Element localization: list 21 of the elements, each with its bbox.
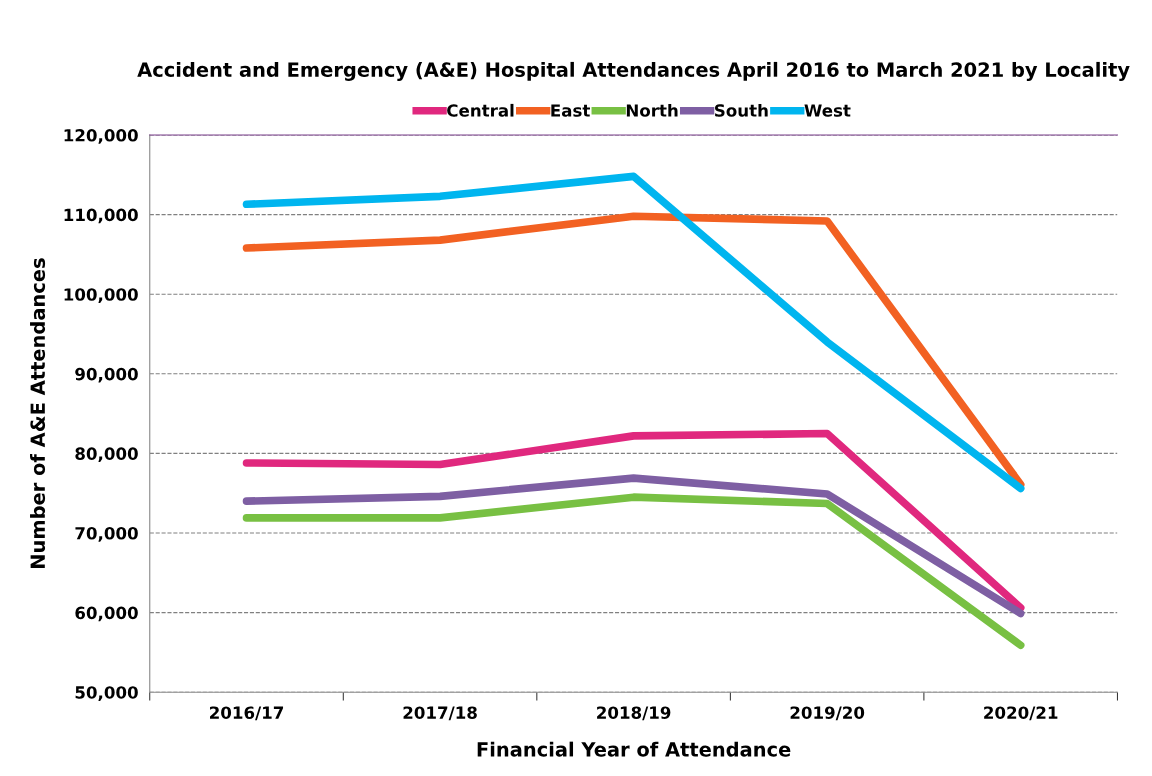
y-tick-label: 110,000 bbox=[64, 208, 138, 224]
x-tick-label: 2016/17 bbox=[210, 706, 284, 721]
x-axis-title: Financial Year of Attendance bbox=[477, 741, 791, 757]
legend-label: South bbox=[714, 103, 768, 117]
y-axis-title: Number of A&E Attendances bbox=[30, 258, 46, 568]
x-tick-label: 2019/20 bbox=[790, 706, 865, 721]
y-tick-label: 70,000 bbox=[75, 526, 138, 542]
x-tick-label: 2018/19 bbox=[597, 706, 671, 721]
y-tick-label: 80,000 bbox=[75, 447, 138, 463]
y-tick-label: 50,000 bbox=[75, 686, 138, 701]
y-tick-label: 120,000 bbox=[64, 128, 138, 144]
y-tick-label: 60,000 bbox=[75, 606, 138, 622]
legend-label: Central bbox=[447, 103, 514, 117]
legend-label: North bbox=[626, 103, 678, 117]
legend-label: East bbox=[551, 104, 590, 117]
y-tick-label: 100,000 bbox=[64, 288, 138, 303]
y-tick-label: 90,000 bbox=[75, 367, 138, 383]
chart-title: Accident and Emergency (A&E) Hospital Attendances April 2016 to March 2021 by Locality bbox=[137, 61, 1130, 81]
legend-label: West bbox=[804, 104, 851, 117]
x-tick-label: 2020/21 bbox=[984, 706, 1058, 721]
x-tick-label: 2017/18 bbox=[403, 706, 477, 721]
